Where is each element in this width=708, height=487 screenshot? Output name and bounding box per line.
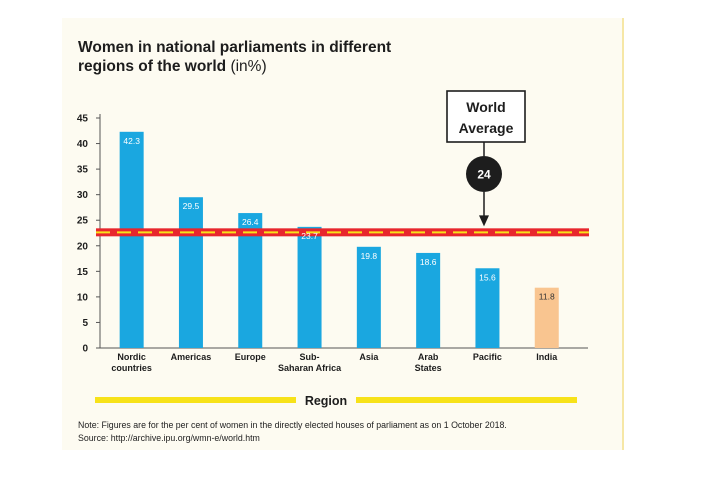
source-text: Source: http://archive.ipu.org/wmn-e/wor…: [78, 433, 260, 443]
x-tick-label: Arab: [418, 352, 439, 362]
data-label: 26.4: [242, 217, 259, 227]
data-label: 15.6: [479, 272, 496, 282]
world-average-box: [446, 90, 526, 143]
x-tick-label: Pacific: [473, 352, 502, 362]
bar: [475, 268, 500, 348]
y-tick-label: 15: [77, 267, 89, 278]
data-label: 23.7: [301, 231, 318, 241]
x-tick-label: Americas: [171, 352, 212, 362]
x-axis-band-right: [356, 397, 577, 403]
world-average-value: 24: [477, 168, 491, 182]
x-axis-band-left: [95, 397, 296, 403]
bar: [178, 197, 203, 348]
chart-note: Note: Figures are for the per cent of wo…: [78, 419, 507, 445]
y-tick-label: 30: [77, 190, 89, 201]
annotation-arrow-head: [479, 215, 489, 227]
data-label: 18.6: [420, 257, 437, 267]
y-tick-label: 0: [82, 344, 88, 355]
y-tick-label: 10: [77, 292, 89, 303]
world-average-label: Average: [459, 120, 514, 136]
bar: [356, 246, 381, 348]
x-tick-label: Europe: [235, 352, 266, 362]
y-tick-label: 5: [82, 318, 88, 329]
average-line: [96, 228, 589, 237]
data-label: 19.8: [361, 251, 378, 261]
y-tick-label: 40: [77, 139, 89, 150]
bar: [297, 226, 322, 348]
y-tick-label: 35: [77, 165, 89, 176]
x-tick-label: Saharan Africa: [278, 363, 342, 373]
chart-title-line2: regions of the world (in%): [78, 57, 391, 76]
note-text: Note: Figures are for the per cent of wo…: [78, 420, 507, 430]
chart-title-unit: (in%): [230, 58, 267, 75]
data-label: 42.3: [123, 136, 140, 146]
x-tick-label: countries: [111, 363, 152, 373]
world-average-label: World: [466, 99, 505, 115]
x-tick-label: States: [415, 363, 442, 373]
x-tick-label: Sub-: [300, 352, 320, 362]
chart-title-line1: Women in national parliaments in differe…: [78, 39, 392, 56]
data-label: 29.5: [183, 201, 200, 211]
chart-title: Women in national parliaments in differe…: [78, 38, 391, 76]
chart-title-region: regions of the world: [78, 58, 227, 75]
x-tick-label: Asia: [359, 352, 379, 362]
y-tick-label: 45: [77, 114, 89, 125]
x-tick-label: India: [536, 352, 558, 362]
x-axis-title: Region: [305, 394, 347, 408]
y-tick-label: 25: [77, 216, 89, 227]
x-tick-label: Nordic: [117, 352, 146, 362]
data-label: 11.8: [539, 292, 555, 302]
y-tick-label: 20: [77, 241, 89, 252]
bar: [534, 287, 559, 348]
world-average-badge: [466, 156, 502, 192]
bar: [416, 252, 441, 348]
bar: [119, 131, 144, 348]
